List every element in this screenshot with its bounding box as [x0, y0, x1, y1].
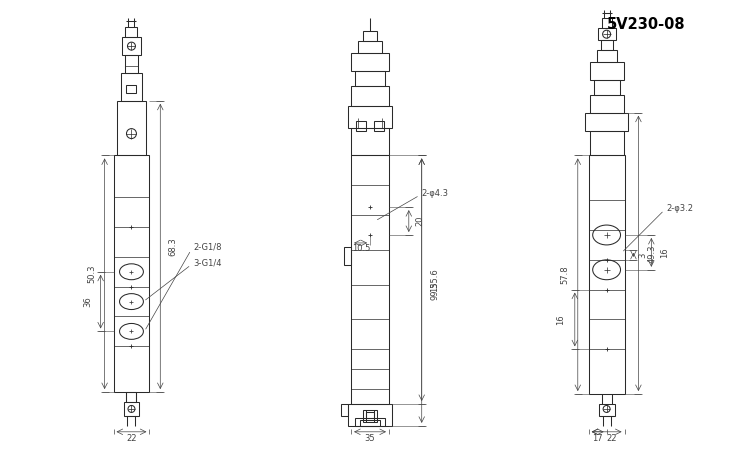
Bar	[351, 155, 389, 404]
Bar	[127, 85, 136, 93]
Bar	[374, 121, 384, 131]
Bar	[597, 50, 616, 62]
Bar	[348, 404, 392, 426]
Bar	[127, 392, 136, 402]
Bar	[122, 37, 142, 55]
Bar	[366, 412, 374, 418]
Text: 22: 22	[126, 434, 136, 443]
Bar	[351, 127, 389, 155]
Bar	[363, 410, 377, 422]
Text: 22: 22	[606, 434, 616, 443]
Bar	[360, 420, 380, 426]
Text: 36: 36	[83, 296, 92, 307]
Text: 2-φ3.2: 2-φ3.2	[666, 204, 693, 213]
Text: 3-G1/4: 3-G1/4	[193, 259, 221, 267]
Bar	[351, 53, 389, 71]
Text: 99.3: 99.3	[430, 281, 439, 300]
Text: 68.3: 68.3	[169, 237, 178, 256]
Text: 2-G1/8: 2-G1/8	[193, 242, 221, 252]
Bar	[598, 28, 616, 40]
Bar	[598, 404, 614, 416]
Text: 49.3: 49.3	[648, 244, 657, 263]
Bar	[355, 71, 385, 86]
Bar	[601, 40, 613, 50]
Bar	[594, 80, 619, 95]
Text: 57.8: 57.8	[560, 266, 569, 284]
Bar	[355, 418, 385, 426]
Text: 5V230-08: 5V230-08	[607, 17, 686, 32]
Bar	[602, 18, 611, 28]
Bar	[348, 106, 392, 127]
Bar	[363, 31, 377, 41]
Text: 50.3: 50.3	[87, 265, 96, 283]
Bar	[344, 247, 351, 265]
Bar	[590, 95, 623, 113]
Bar	[125, 27, 137, 37]
Text: 35: 35	[364, 434, 375, 443]
Bar	[589, 155, 625, 394]
Text: 155.6: 155.6	[430, 268, 439, 292]
Text: 10.5: 10.5	[352, 245, 370, 253]
Bar	[116, 101, 146, 155]
Text: 20: 20	[416, 216, 424, 226]
Bar	[358, 41, 382, 53]
Bar	[124, 402, 140, 416]
Text: 16: 16	[556, 314, 566, 325]
Bar	[356, 121, 366, 131]
Bar	[585, 113, 628, 131]
Bar	[121, 73, 142, 101]
Text: 2-φ4.3: 2-φ4.3	[422, 189, 448, 198]
Text: 17: 17	[592, 434, 603, 443]
Bar	[113, 155, 149, 392]
Bar	[590, 131, 623, 155]
Bar	[590, 62, 623, 80]
Text: 3: 3	[638, 252, 647, 258]
Text: 16: 16	[660, 247, 669, 258]
Bar	[124, 55, 139, 73]
Bar	[341, 404, 348, 416]
Bar	[351, 86, 389, 106]
